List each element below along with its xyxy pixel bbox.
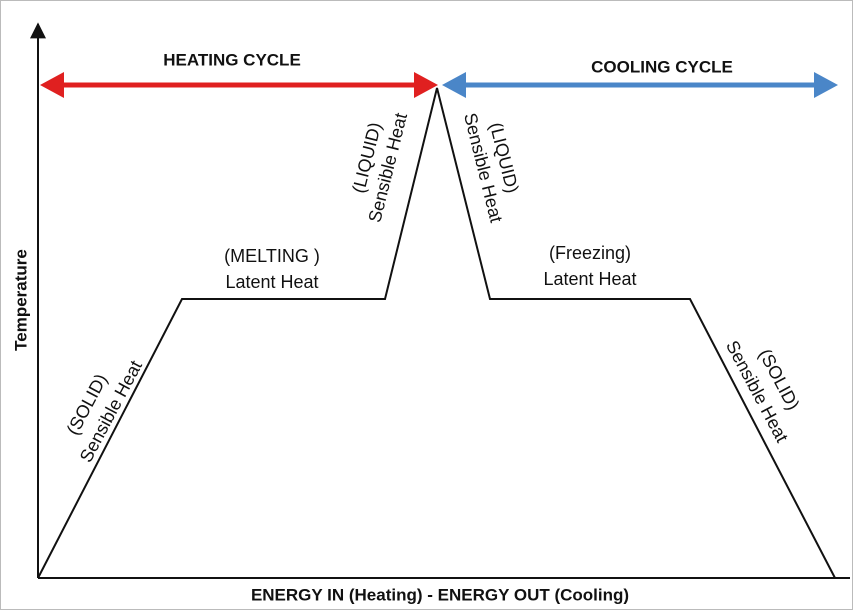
x-axis-label: ENERGY IN (Heating) - ENERGY OUT (Coolin… [251,585,629,604]
stage-heat: Latent Heat [543,269,636,289]
stage-state: (MELTING ) [224,246,320,266]
cycle-label: COOLING CYCLE [591,57,733,76]
y-axis-label: Temperature [11,249,30,351]
heating-arrow [40,72,438,98]
cooling-arrow [442,72,838,98]
phase-curve [37,87,836,579]
stage-state: (Freezing) [549,243,631,263]
stage-heat: Latent Heat [225,272,318,292]
cycle-label: HEATING CYCLE [163,50,301,69]
